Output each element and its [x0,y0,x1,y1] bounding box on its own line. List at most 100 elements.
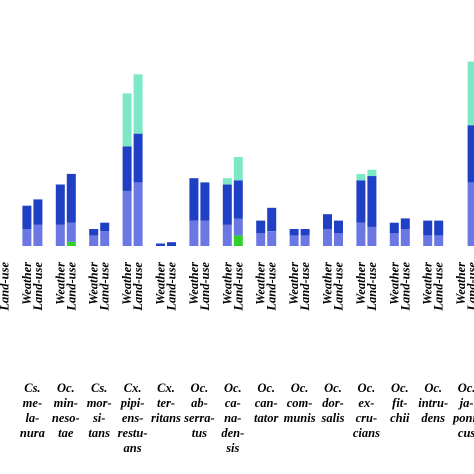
bar-segment-top-g4-b0 [122,93,132,147]
bar-segment-top-g7-b1 [233,157,243,181]
bar-segment-weather-g2-b1 [66,173,76,223]
bar-label-g9-b0: Weather [287,262,301,305]
bars-layer [22,61,474,246]
bar-label-g1-b0: Weather [20,262,34,305]
bar-label-g9-b1: Land-use [298,262,312,312]
bar-segment-weather-g1-b0 [22,205,32,229]
bar-segment-land-use-g10-b0 [323,229,332,246]
bar-segment-weather-g13-b1 [434,220,444,236]
bar-label-g6-b1: Land-use [198,262,212,312]
bar-segment-land-use-g12-b1 [400,229,410,246]
bar-segment-weather-g1-b1 [33,199,43,225]
bar-label-g6-b0: Weather [187,262,201,305]
bar-segment-land-use-g13-b0 [423,235,433,246]
bar-label-g11-b0: Weather [354,262,368,305]
bar-label-g8-b1: Land-use [265,262,279,312]
bar-label-g1-b1: Land-use [31,262,45,312]
bar-segment-weather-g12-b1 [400,218,410,229]
bar-segment-weather-g7-b1 [233,180,243,219]
species-labels-layer: Cs. me-la-nura Oc. min-neso-tae Cs. mor-si-ta… [20,381,474,455]
bar-segment-land-use-g3-b0 [89,235,99,246]
bar-label-g2-b1: Land-use [64,262,78,312]
bar-segment-top-g14-b1 [467,61,474,126]
bar-segment-land-use-g1-b1 [33,224,43,246]
bar-label-g0-b1: Land-use [0,262,12,312]
bar-segment-weather-g3-b0 [89,229,99,236]
bar-segment-weather-g8-b0 [256,220,266,234]
species-label-g12: Oc. fit-chii [390,381,410,425]
bar-segment-weather-g5-b0 [156,243,165,246]
bar-label-g4-b0: Weather [120,262,134,305]
species-label-g14: Oc.ja-poni-cus [452,381,474,440]
bar-segment-land-use-g1-b0 [22,229,32,246]
bar-segment-land-use-g8-b1 [267,231,277,246]
bar-label-g3-b1: Land-use [98,262,112,312]
bar-segment-weather-g11-b0 [356,180,366,223]
bar-label-g13-b1: Land-use [432,262,446,312]
bar-segment-weather-g13-b0 [423,220,433,236]
bar-segment-weather-g11-b1 [367,176,377,227]
bar-segment-weather-g8-b1 [267,207,277,232]
bar-label-g10-b0: Weather [321,262,335,305]
bar-label-g4-b1: Land-use [131,262,145,312]
bar-segment-land-use-g8-b0 [256,233,266,246]
bar-segment-land-use-g13-b1 [434,235,444,246]
bar-segment-land-use-g9-b1 [300,235,310,246]
bar-labels-layer: WeatherLand-useWeatherLand-useWeatherLan… [0,262,474,312]
bar-label-g8-b0: Weather [254,262,268,305]
bar-label-g10-b1: Land-use [332,262,346,312]
bar-segment-weather-g7-b0 [222,184,232,225]
bar-segment-land-use-g9-b0 [289,235,299,246]
bar-label-g7-b1: Land-use [231,262,245,312]
bar-segment-weather-g6-b1 [200,182,210,221]
bar-segment-land-use-g14-b1 [467,182,474,246]
bar-segment-top-g11-b0 [356,173,366,181]
bar-segment-land-use-g3-b1 [100,231,110,246]
bar-label-g12-b1: Land-use [398,262,412,312]
bar-segment-weather-g3-b1 [100,222,110,232]
species-label-g7: Oc. ca-na-den-sis [221,381,244,455]
bar-segment-land-use-g2-b1 [66,222,76,242]
bar-segment-weather-g10-b1 [334,220,343,234]
bar-label-g7-b0: Weather [220,262,234,305]
species-label-g8: Oc. can-tator [254,381,278,425]
bar-segment-weather-g2-b0 [55,184,65,225]
bar-segment-land-use-g2-b0 [55,224,65,246]
bar-label-g14-b0: Weather [454,262,468,305]
bar-segment-weather-g9-b0 [289,229,299,236]
bar-segment-weather-g5-b1 [167,242,176,246]
bar-segment-weather-g10-b0 [323,214,332,229]
bar-segment-top-g4-b1 [133,74,143,134]
species-label-g4: Cx. pipi-ens-restu-ans [118,381,148,455]
bar-label-g0-b0: Weather [0,262,1,305]
bar-segment-land-use-g11-b1 [367,226,377,246]
species-label-g13: Oc. intru-dens [418,381,448,425]
bar-segment-land-use-g11-b0 [356,222,366,246]
species-label-g1: Cs. me-la-nura [20,381,45,440]
bar-label-g3-b0: Weather [87,262,101,305]
bar-segment-other-g2-b1 [66,241,76,246]
bar-label-g5-b0: Weather [154,262,168,305]
bar-segment-top-g7-b0 [222,178,232,185]
species-label-g2: Oc. min-neso-tae [52,381,80,440]
bar-label-g5-b1: Land-use [165,262,179,312]
bar-segment-land-use-g12-b0 [389,233,399,246]
bar-segment-weather-g9-b1 [300,229,310,236]
bar-segment-land-use-g4-b1 [133,182,143,246]
species-label-g11: Oc. ex-cru-cians [353,381,380,440]
bar-segment-land-use-g6-b0 [189,220,199,246]
bar-segment-land-use-g7-b0 [222,224,232,246]
bar-label-g12-b0: Weather [387,262,401,305]
species-label-g5: Cx. ter-ritans [151,381,181,425]
bar-segment-weather-g14-b1 [467,125,474,183]
species-label-g6: Oc. ab-serra-tus [183,381,215,440]
species-label-g3: Cs. mor-si-tans [87,381,112,440]
bar-segment-top-g11-b1 [367,169,377,177]
bar-segment-weather-g4-b0 [122,146,132,191]
bar-segment-other-g7-b1 [233,235,243,246]
bar-segment-land-use-g10-b1 [334,233,343,246]
bar-label-g11-b1: Land-use [365,262,379,312]
bar-segment-weather-g6-b0 [189,178,199,221]
bar-segment-land-use-g4-b0 [122,190,132,246]
